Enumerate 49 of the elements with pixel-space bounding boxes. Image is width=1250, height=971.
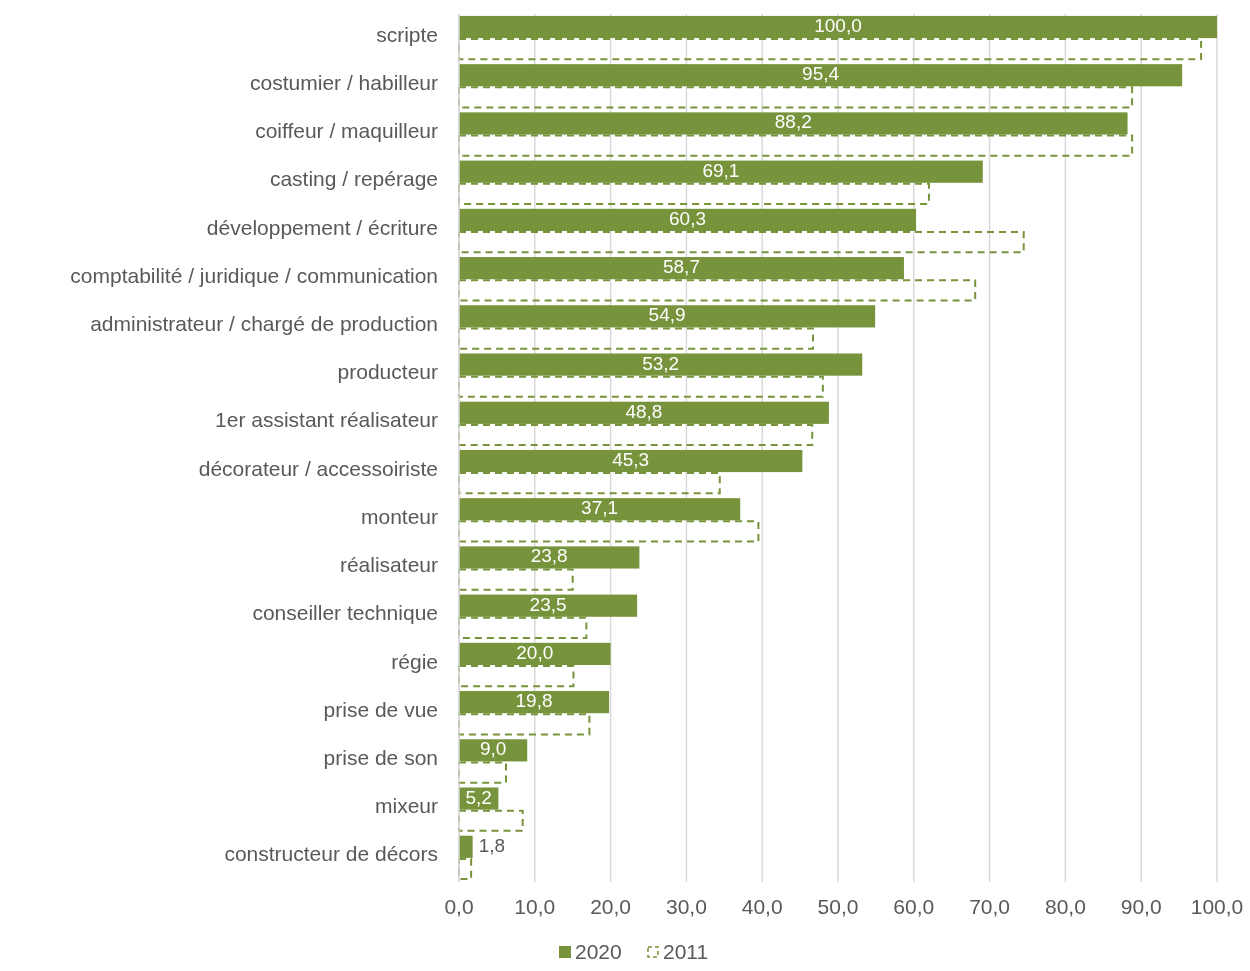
y-tick-label: prise de vue — [323, 697, 438, 721]
data-label: 45,3 — [612, 449, 650, 471]
x-tick-label: 60,0 — [893, 895, 935, 918]
y-tick-label: décorateur / accessoiriste — [198, 456, 438, 480]
y-tick-label: scripte — [376, 22, 438, 46]
x-tick-label: 40,0 — [741, 895, 783, 918]
x-tick-label: 80,0 — [1044, 895, 1086, 918]
x-tick-label: 30,0 — [665, 895, 707, 918]
y-tick-label: conseiller technique — [252, 601, 438, 625]
x-tick-label: 10,0 — [514, 895, 556, 918]
legend-label: 2020 — [575, 939, 622, 963]
y-tick-label: développement / écriture — [206, 215, 438, 239]
data-label: 54,9 — [648, 304, 686, 326]
y-tick-label: régie — [391, 649, 438, 673]
data-label: 100,0 — [814, 15, 862, 37]
y-tick-label: comptabilité / juridique / communication — [70, 263, 438, 287]
y-tick-label: constructeur de décors — [224, 842, 438, 866]
y-tick-label: administrateur / chargé de production — [90, 311, 438, 335]
y-tick-label: mixeur — [374, 794, 438, 818]
y-tick-label: producteur — [337, 360, 438, 384]
y-tick-label: prise de son — [323, 745, 438, 769]
x-tick-label: 20,0 — [590, 895, 632, 918]
y-tick-label: 1er assistant réalisateur — [215, 408, 438, 432]
y-tick-label: réalisateur — [339, 553, 438, 577]
x-tick-label: 90,0 — [1120, 895, 1162, 918]
data-label: 95,4 — [802, 63, 840, 85]
data-label: 5,2 — [465, 786, 492, 808]
legend-label: 2011 — [663, 939, 709, 963]
x-tick-label: 100,0 — [1190, 895, 1244, 918]
y-tick-label: casting / repérage — [269, 167, 438, 191]
data-label: 23,5 — [529, 593, 567, 615]
y-tick-label: coiffeur / maquilleur — [255, 119, 438, 143]
data-label: 19,8 — [515, 690, 553, 712]
y-tick-label: monteur — [360, 504, 438, 528]
data-label: 37,1 — [581, 497, 619, 519]
data-label: 88,2 — [774, 111, 812, 133]
data-label: 48,8 — [625, 400, 663, 422]
data-label: 53,2 — [642, 352, 680, 374]
data-label: 20,0 — [516, 641, 554, 663]
data-label: 23,8 — [530, 545, 568, 567]
y-tick-label: costumier / habilleur — [250, 70, 438, 94]
data-label: 60,3 — [669, 207, 707, 229]
data-label: 58,7 — [662, 256, 700, 278]
x-tick-label: 70,0 — [969, 895, 1011, 918]
x-tick-label: 0,0 — [444, 895, 474, 918]
data-label: 9,0 — [479, 738, 507, 760]
x-tick-label: 50,0 — [817, 895, 859, 918]
data-label: 1,8 — [478, 834, 506, 856]
data-label: 69,1 — [702, 159, 740, 181]
